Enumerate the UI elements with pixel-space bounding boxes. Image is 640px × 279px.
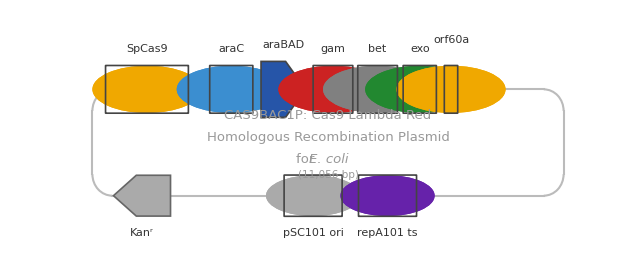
Ellipse shape bbox=[92, 66, 202, 113]
Ellipse shape bbox=[365, 66, 474, 113]
Ellipse shape bbox=[92, 66, 202, 113]
Text: E. coli: E. coli bbox=[308, 153, 348, 166]
Text: CAS9BAC1P: Cas9 Lambda Red: CAS9BAC1P: Cas9 Lambda Red bbox=[225, 109, 431, 122]
Polygon shape bbox=[113, 175, 170, 216]
Text: araC: araC bbox=[218, 44, 244, 54]
Text: for: for bbox=[296, 153, 318, 166]
Ellipse shape bbox=[266, 175, 360, 216]
Text: orf60a: orf60a bbox=[433, 35, 469, 45]
Text: bet: bet bbox=[369, 44, 387, 54]
Ellipse shape bbox=[396, 66, 506, 113]
Text: repA101 ts: repA101 ts bbox=[357, 228, 418, 238]
Ellipse shape bbox=[396, 66, 506, 113]
Ellipse shape bbox=[278, 66, 388, 113]
Ellipse shape bbox=[278, 66, 388, 113]
Ellipse shape bbox=[340, 175, 435, 216]
Ellipse shape bbox=[365, 66, 474, 113]
Polygon shape bbox=[261, 61, 306, 117]
Text: araBAD: araBAD bbox=[262, 40, 305, 50]
Ellipse shape bbox=[177, 66, 286, 113]
Ellipse shape bbox=[323, 66, 432, 113]
Text: gam: gam bbox=[321, 44, 346, 54]
Ellipse shape bbox=[266, 175, 360, 216]
Ellipse shape bbox=[177, 66, 286, 113]
Text: pSC101 ori: pSC101 ori bbox=[283, 228, 344, 238]
Text: exo: exo bbox=[410, 44, 429, 54]
Ellipse shape bbox=[323, 66, 432, 113]
Text: Kanʳ: Kanʳ bbox=[130, 228, 154, 238]
Text: SpCas9: SpCas9 bbox=[126, 44, 168, 54]
Ellipse shape bbox=[340, 175, 435, 216]
Text: Homologous Recombination Plasmid: Homologous Recombination Plasmid bbox=[207, 131, 449, 144]
Text: (11,056 bp): (11,056 bp) bbox=[298, 170, 358, 180]
